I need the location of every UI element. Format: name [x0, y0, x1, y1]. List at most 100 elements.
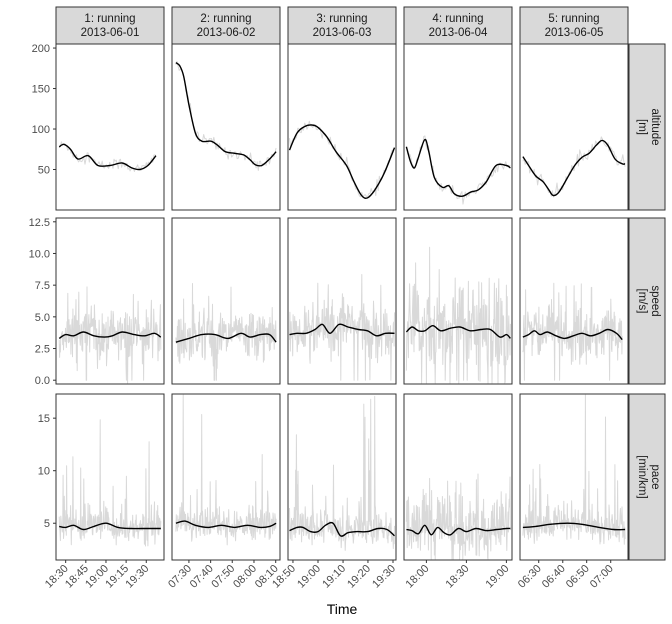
panel-background	[404, 218, 512, 384]
smooth-series-line	[522, 139, 626, 197]
smooth-series-line	[58, 143, 157, 171]
x-tick-label: 07:30	[166, 563, 194, 591]
panel-border	[171, 43, 281, 211]
y-tick-label: 5.0	[35, 312, 50, 324]
x-tick-label: 08:00	[231, 563, 259, 591]
raw-series-line	[289, 395, 395, 551]
y-tick-label: 50	[38, 165, 50, 177]
panel-border	[519, 43, 629, 211]
row-strip-unit: [min/km]	[636, 455, 648, 498]
row-strip-unit: [m/s]	[636, 289, 648, 314]
x-tick-label: 19:30	[123, 563, 151, 591]
smooth-series-line	[405, 138, 511, 197]
x-tick-label: 19:10	[320, 563, 348, 591]
x-tick-label: 19:20	[345, 563, 373, 591]
row-strip-unit: [m]	[636, 119, 648, 135]
facet-strip-title: 1: running	[84, 13, 135, 25]
smooth-series-line	[522, 328, 623, 341]
panel-background	[520, 44, 628, 210]
y-tick-label: 0.0	[35, 375, 50, 387]
y-tick-label: 200	[32, 43, 50, 55]
x-tick-label: 07:50	[209, 563, 237, 591]
raw-series-line	[522, 136, 626, 198]
facet-strip	[287, 6, 397, 45]
facet-strip-date: 2013-06-02	[197, 27, 256, 39]
panel-border	[519, 217, 629, 385]
smooth-series-line	[175, 332, 277, 343]
panel-background	[520, 394, 628, 560]
x-tick-label: 07:40	[188, 563, 216, 591]
x-tick-label: 07:00	[588, 563, 616, 591]
y-tick-label: 10	[38, 466, 50, 478]
facet-strip-date: 2013-06-01	[81, 27, 140, 39]
facet-strip-title: 3: running	[316, 13, 367, 25]
smooth-series-line	[289, 521, 395, 537]
y-tick-label: 12.5	[29, 217, 50, 229]
panel-background	[56, 44, 164, 210]
panel-background	[56, 218, 164, 384]
smooth-series-line	[175, 520, 277, 529]
panel-background	[404, 44, 512, 210]
y-tick-label: 150	[32, 84, 50, 96]
smooth-series-line	[406, 524, 511, 536]
smooth-series-line	[405, 324, 511, 339]
facet-strip-date: 2013-06-04	[429, 27, 488, 39]
y-tick-label: 5	[44, 518, 50, 530]
panel-border	[55, 393, 165, 561]
smooth-series-line	[288, 124, 396, 199]
raw-series-line	[405, 135, 511, 205]
raw-series-line	[175, 394, 277, 546]
x-tick-label: 06:40	[540, 563, 568, 591]
raw-series-line	[522, 282, 623, 381]
row-strip-variable: speed	[649, 285, 661, 316]
x-tick-label: 06:30	[516, 563, 544, 591]
x-tick-label: 19:00	[484, 563, 512, 591]
smooth-series-line	[58, 331, 162, 339]
y-tick-label: 2.5	[35, 344, 50, 356]
raw-series-line	[58, 419, 162, 547]
row-strip	[628, 43, 666, 211]
x-tick-label: 06:50	[564, 563, 592, 591]
panel-border	[55, 43, 165, 211]
row-strip-variable: pace	[649, 465, 661, 490]
panel-border	[171, 393, 281, 561]
row-strip	[628, 393, 666, 561]
y-tick-label: 7.5	[35, 280, 50, 292]
y-tick-label: 10.0	[29, 248, 50, 260]
panel-border	[287, 43, 397, 211]
smooth-series-line	[175, 62, 277, 167]
panel-border	[171, 217, 281, 385]
raw-series-line	[289, 274, 395, 381]
panel-border	[403, 217, 513, 385]
x-tick-label: 19:30	[370, 563, 398, 591]
raw-series-line	[405, 473, 511, 560]
facet-strip-date: 2013-06-03	[313, 27, 372, 39]
panel-border	[55, 217, 165, 385]
y-tick-label: 100	[32, 124, 50, 136]
panel-border	[403, 393, 513, 561]
x-axis-title: Time	[327, 601, 358, 617]
raw-series-line	[175, 283, 277, 381]
x-tick-label: 19:00	[295, 563, 323, 591]
facet-strip	[403, 6, 513, 45]
facet-strip-title: 5: running	[548, 13, 599, 25]
smooth-series-line	[59, 522, 161, 531]
panel-background	[172, 44, 280, 210]
raw-series-line	[405, 246, 511, 384]
row-strip	[628, 217, 666, 385]
facet-strip	[171, 6, 281, 45]
x-tick-label: 18:00	[404, 563, 432, 591]
panel-border	[403, 43, 513, 211]
panel-border	[287, 393, 397, 561]
y-tick-label: 15	[38, 413, 50, 425]
panel-border	[519, 393, 629, 561]
smooth-series-line	[289, 323, 395, 337]
row-strip-variable: altitude	[649, 108, 661, 145]
facet-strip-title: 4: running	[432, 13, 483, 25]
facet-strip-title: 2: running	[200, 13, 251, 25]
facet-strip-date: 2013-06-05	[545, 27, 604, 39]
panel-border	[287, 217, 397, 385]
smooth-series-line	[522, 522, 626, 531]
x-tick-label: 18:30	[444, 563, 472, 591]
